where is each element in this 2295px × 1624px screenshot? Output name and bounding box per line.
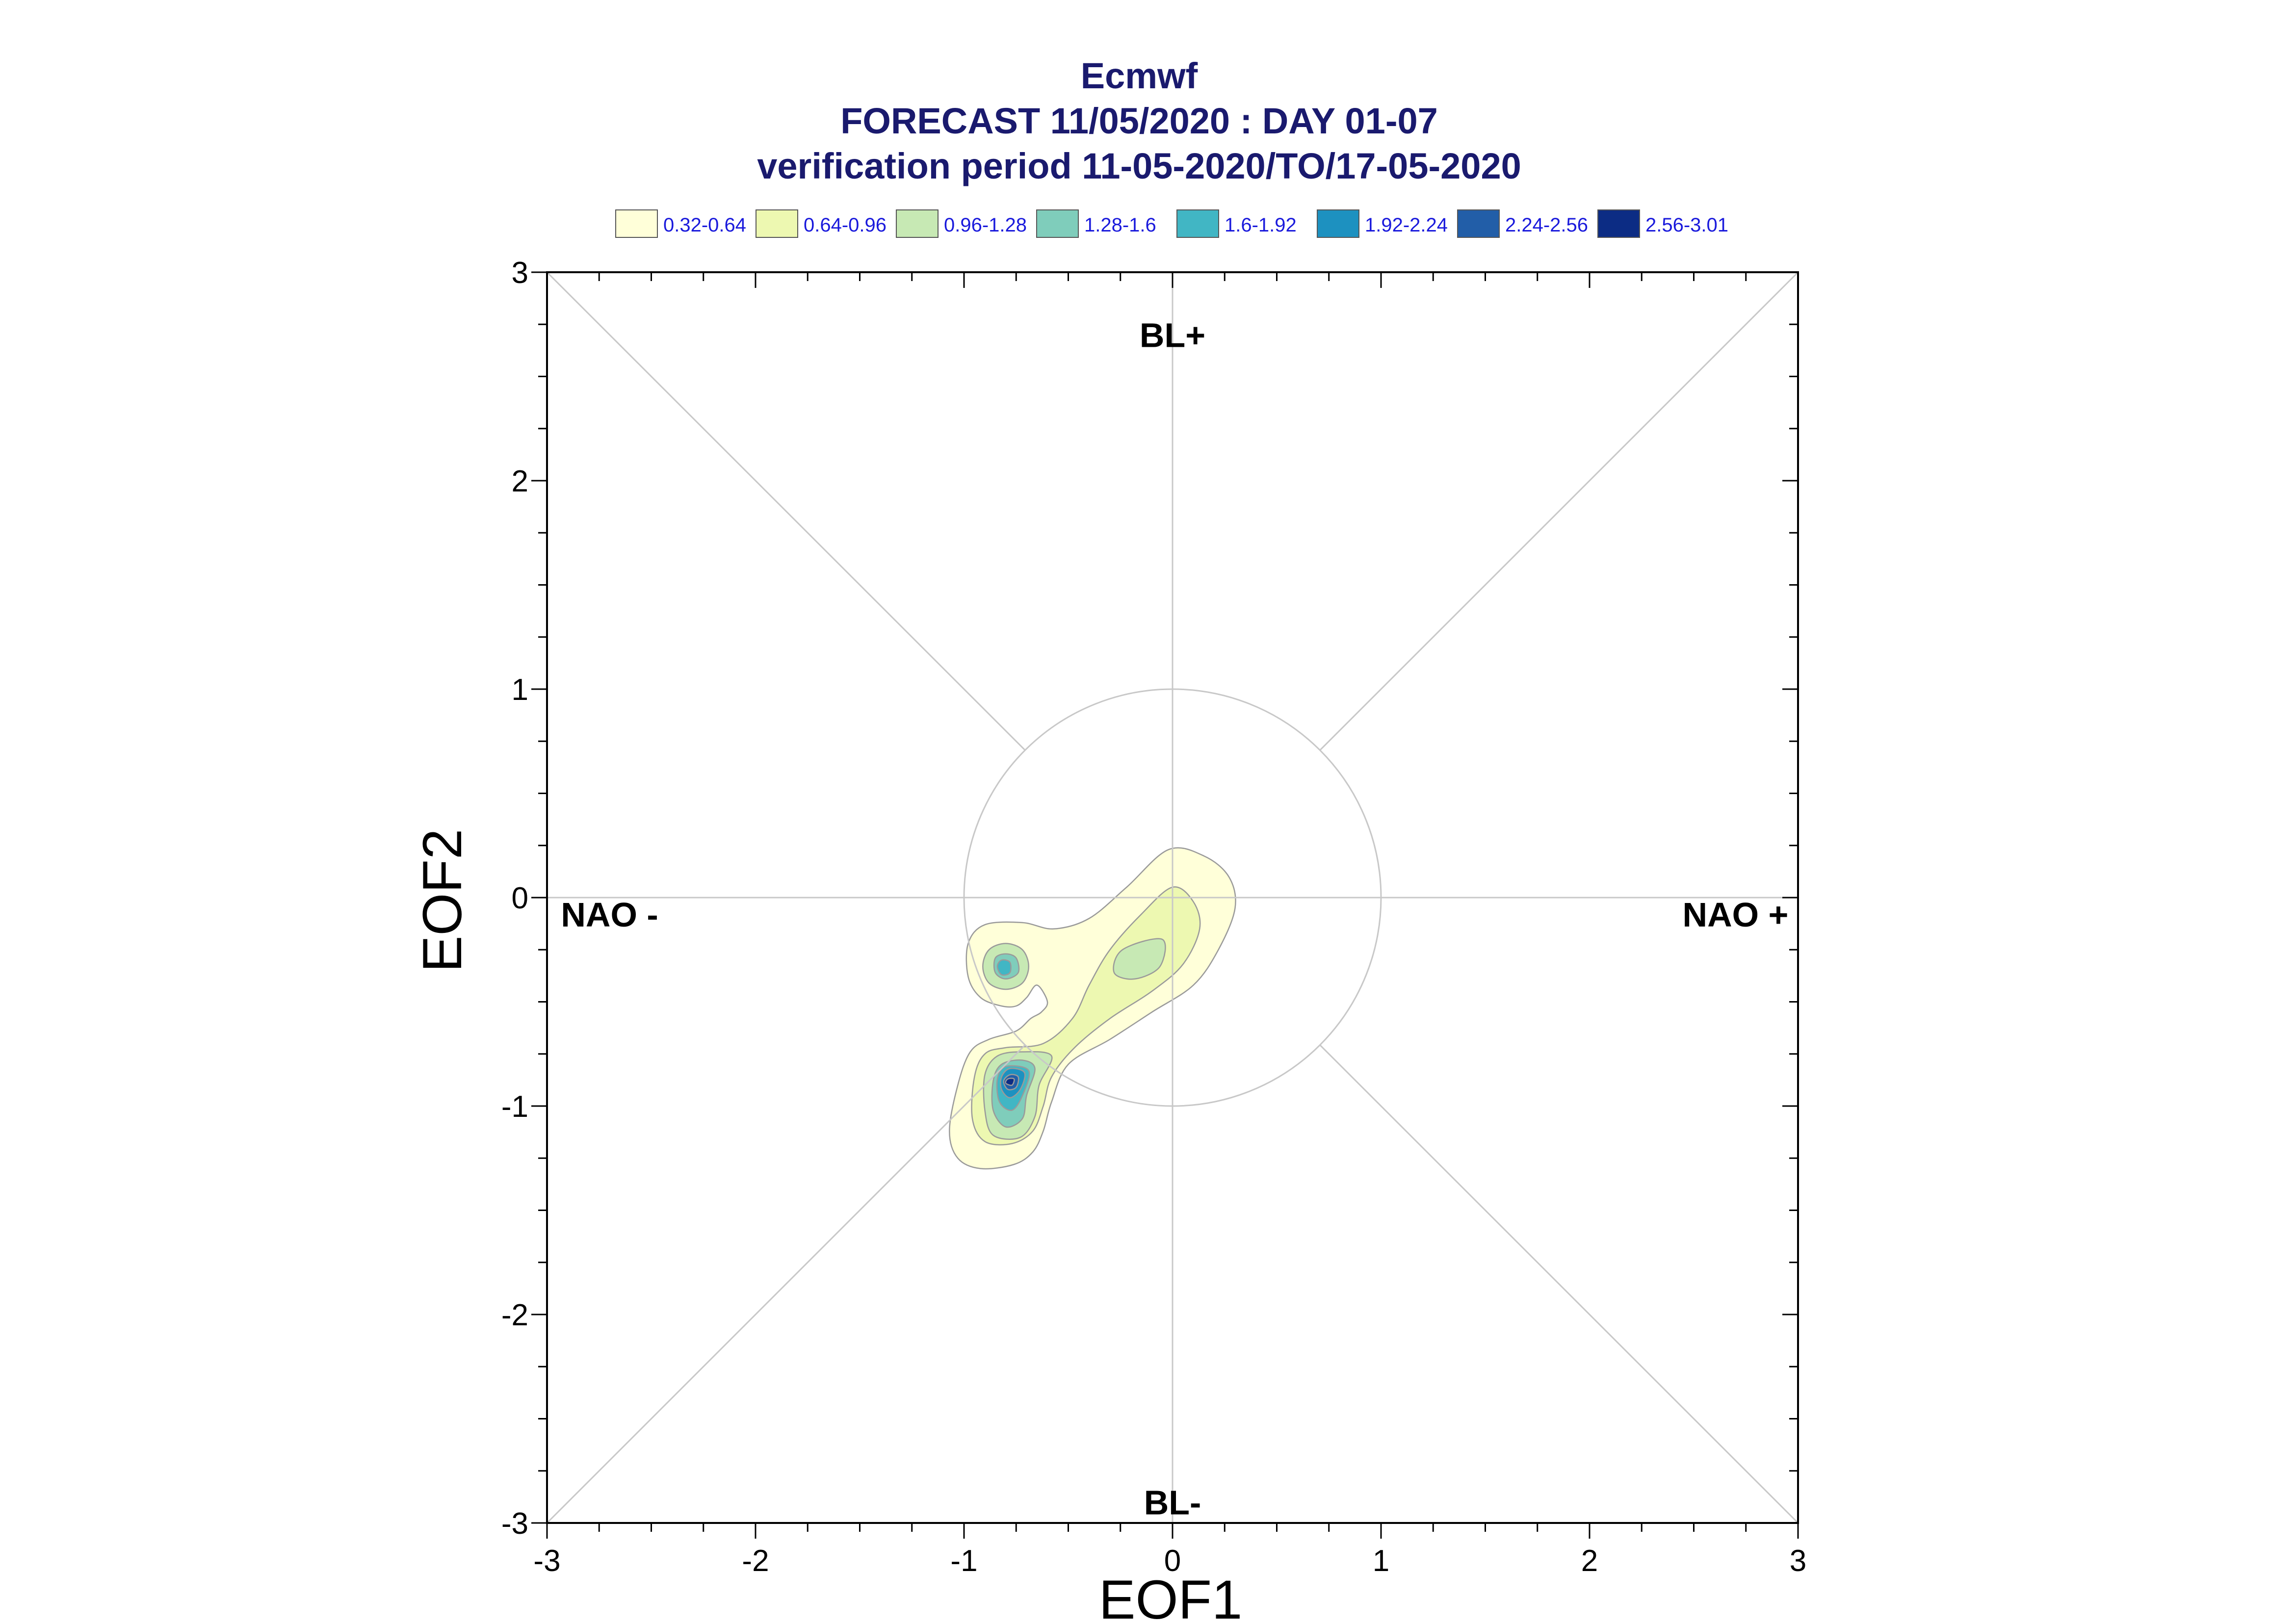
chart-title-line-1: Ecmwf <box>1081 55 1198 96</box>
guide-lines <box>546 271 1799 1524</box>
diagonal-guide-line <box>1319 271 1799 751</box>
density-contour <box>1005 1078 1015 1086</box>
diagonal-guide-line <box>1319 1044 1799 1524</box>
x-tick-label: -2 <box>742 1544 769 1578</box>
x-tick-label: 1 <box>1373 1544 1389 1578</box>
legend-swatch <box>1457 209 1500 238</box>
y-tick-label: 2 <box>512 464 528 498</box>
legend-label: 2.24-2.56 <box>1505 214 1588 236</box>
y-axis-title: EOF2 <box>412 829 473 973</box>
y-tick-label: 0 <box>512 881 528 915</box>
legend-swatch <box>615 209 658 238</box>
legend-swatch <box>1317 209 1359 238</box>
x-tick-label: 0 <box>1164 1544 1181 1578</box>
regime-label: BL- <box>1144 1484 1201 1522</box>
y-tick-label: 1 <box>512 673 528 707</box>
legend-label: 0.32-0.64 <box>663 214 746 236</box>
chart-title-line-3: verification period 11-05-2020/TO/17-05-… <box>757 146 1521 186</box>
density-contours <box>949 847 1236 1170</box>
legend-swatch <box>1597 209 1640 238</box>
regime-label: NAO + <box>1683 896 1789 934</box>
x-tick-label: -3 <box>533 1544 560 1578</box>
y-tick-label: -2 <box>501 1298 528 1332</box>
x-axis-title: EOF1 <box>1099 1569 1243 1624</box>
reference-circle <box>963 688 1382 1107</box>
legend-label: 1.6-1.92 <box>1225 214 1297 236</box>
density-contour <box>1113 938 1166 980</box>
y-tick-label: -3 <box>501 1507 528 1541</box>
legend-label: 1.92-2.24 <box>1365 214 1448 236</box>
regime-label: BL+ <box>1140 316 1205 355</box>
legend-swatch <box>896 209 939 238</box>
legend: 0.32-0.64 0.64-0.96 0.96-1.28 1.28-1.6 1.6-1… <box>615 209 1728 238</box>
legend-label: 2.56-3.01 <box>1645 214 1728 236</box>
legend-label: 1.28-1.6 <box>1084 214 1156 236</box>
regime-label: NAO - <box>561 896 658 934</box>
regime-labels: BL+ BL- NAO - NAO + <box>561 316 1788 1522</box>
x-tick-label: 3 <box>1790 1544 1806 1578</box>
chart-title-line-2: FORECAST 11/05/2020 : DAY 01-07 <box>840 101 1438 141</box>
density-contour <box>996 959 1012 976</box>
legend-label: 0.64-0.96 <box>804 214 887 236</box>
legend-swatch <box>1036 209 1079 238</box>
y-tick-label: 3 <box>512 256 528 290</box>
x-tick-label: -1 <box>950 1544 977 1578</box>
axes: -3 -2 -1 0 1 2 3 -3 -2 -1 0 1 2 3 <box>501 256 1806 1578</box>
diagonal-guide-line <box>546 271 1026 751</box>
legend-swatch <box>1176 209 1219 238</box>
x-tick-label: 2 <box>1581 1544 1598 1578</box>
legend-label: 0.96-1.28 <box>944 214 1027 236</box>
diagonal-guide-line <box>546 1044 1026 1524</box>
y-tick-label: -1 <box>501 1090 528 1124</box>
legend-swatch <box>756 209 798 238</box>
